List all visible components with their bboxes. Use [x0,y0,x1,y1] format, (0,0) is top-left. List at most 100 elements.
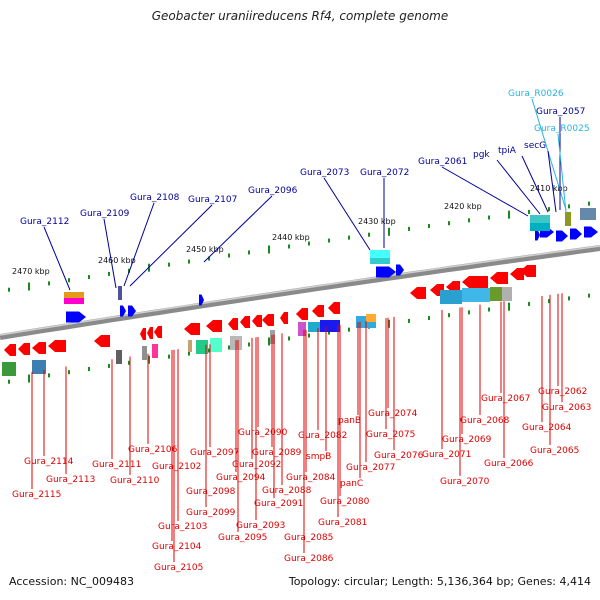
reverse-gene [328,302,340,314]
tick-mark [588,293,590,298]
reverse-gene [462,276,488,288]
forward-gene [556,230,568,242]
reverse-gene [520,265,536,277]
label-gura-2077: Gura_2077 [346,463,395,473]
leader-line [323,177,371,251]
genome-info-text: Topology: circular; Length: 5,136,364 bp… [288,575,591,588]
label-panb: panB [338,416,361,426]
tick-mark [428,316,430,321]
leader-line [441,166,529,217]
tick-mark [128,360,130,365]
tick-mark [388,227,390,236]
label-gura-2111: Gura_2111 [92,460,141,470]
label-gura-2099: Gura_2099 [186,508,236,518]
forward-gene [396,264,404,276]
label-gura-2062: Gura_2062 [538,387,587,397]
accession-text: Accession: NC_009483 [9,575,135,588]
label-gura-2105: Gura_2105 [154,563,203,573]
tick-mark [308,333,310,338]
reverse-gene [94,335,110,347]
feature-block [370,250,390,258]
scale-labels: 2470 kbp 2460 kbp 2450 kbp 2440 kbp 2430 kbp… [12,184,568,276]
label-gura-2096: Gura_2096 [248,186,298,196]
tick-mark [508,210,510,219]
label-gura-2069: Gura_2069 [442,435,492,445]
reverse-gene [206,320,222,332]
tick-mark [428,224,430,229]
label-gura-2090: Gura_2090 [238,428,288,438]
label-gura-2107: Gura_2107 [188,195,237,205]
tick-mark [228,345,230,350]
tick-mark [408,318,410,323]
label-gura-2097: Gura_2097 [190,448,239,458]
label-gura-2102: Gura_2102 [152,462,201,472]
leader-line [203,195,273,263]
tick-mark [48,281,50,286]
feature-block [462,288,490,302]
label-gura-2112: Gura_2112 [20,217,69,227]
tick-mark [408,226,410,231]
reverse-gene [312,305,324,317]
scale-label-2430-kbp: 2430 kbp [358,217,396,226]
label-gura-2103: Gura_2103 [158,522,207,532]
label-gura-2065: Gura_2065 [530,446,579,456]
label-gura-2072: Gura_2072 [360,168,409,178]
scale-label-2450-kbp: 2450 kbp [186,245,224,254]
label-gura-2073: Gura_2073 [300,168,349,178]
forward-gene [199,294,204,306]
label-gura-2095: Gura_2095 [218,533,267,543]
tick-mark [108,271,110,276]
label-gura-2106: Gura_2106 [128,445,178,455]
label-gura-2067: Gura_2067 [481,394,530,404]
label-gura-2066: Gura_2066 [484,459,534,469]
scale-label-2440-kbp: 2440 kbp [272,233,310,242]
label-pgk: pgk [473,150,490,160]
tick-marks [8,201,590,384]
feature-block [64,292,84,298]
tick-mark [568,204,570,209]
tick-mark [148,355,150,364]
tick-mark [488,307,490,312]
backbone-arc [0,245,600,340]
label-gura-2061: Gura_2061 [418,157,467,167]
forward-gene [120,305,126,317]
label-gura-2080: Gura_2080 [320,497,370,507]
label-gura-2076: Gura_2076 [374,451,424,461]
feature-block [565,212,571,226]
label-gura-2094: Gura_2094 [216,473,266,483]
feature-block [530,215,550,223]
tick-mark [528,301,530,306]
reverse-gene [18,343,30,355]
label-gura-2098: Gura_2098 [186,487,236,497]
reverse-gene [240,316,250,328]
forward-gene [584,226,598,238]
forward-gene [570,228,582,240]
label-gura-2063: Gura_2063 [542,403,591,413]
feature-block [370,258,390,264]
tick-mark [368,232,370,237]
label-secg: secG [524,141,546,151]
feature-block [210,338,222,352]
tick-mark [28,282,30,291]
reverse-gene [4,344,16,356]
backbone-highlight [0,245,600,336]
tick-mark [68,370,70,375]
reverse-gene [410,287,426,299]
reverse-gene [48,340,66,352]
label-gura-2082: Gura_2082 [298,431,347,441]
feature-block [2,362,16,376]
forward-gene [376,266,396,278]
tick-mark [468,218,470,223]
label-gura-2057: Gura_2057 [536,107,585,117]
label-gura-2104: Gura_2104 [152,542,202,552]
feature-block [142,346,147,360]
label-gura-2085: Gura_2085 [284,533,333,543]
tick-mark [308,241,310,246]
label-gura-2092: Gura_2092 [232,460,281,470]
forward-gene [535,229,540,241]
tick-mark [248,250,250,255]
label-gura-2109: Gura_2109 [80,209,130,219]
forward-gene [128,305,136,317]
tick-mark [188,259,190,264]
